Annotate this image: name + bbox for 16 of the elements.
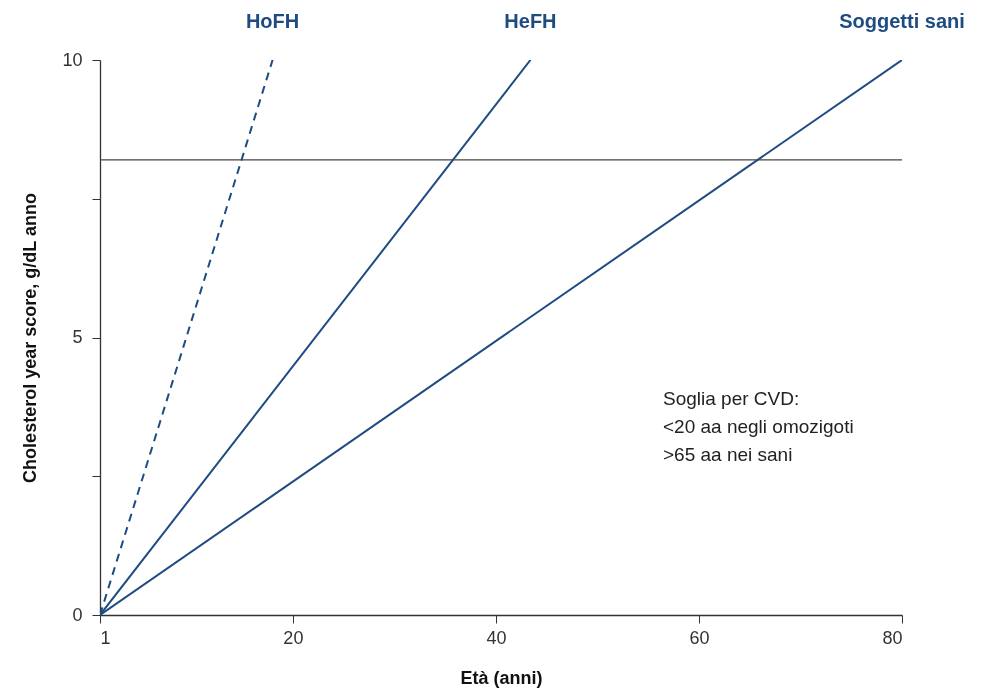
- y-axis-title: Cholesterol year score, g/dL anno: [20, 193, 41, 483]
- x-tick-label: 60: [689, 627, 710, 648]
- x-tick-label: 1: [100, 627, 111, 648]
- x-tick-label: 40: [486, 627, 507, 648]
- x-axis-title: Età (anni): [460, 667, 543, 688]
- annotation: <20 aa negli omozigoti: [663, 416, 854, 437]
- series-label: HoFH: [245, 10, 300, 32]
- series-label: Soggetti sani: [839, 10, 965, 32]
- y-tick-label: 5: [72, 327, 83, 347]
- annotation: >65 aa nei sani: [663, 444, 793, 465]
- x-tick-label: 20: [283, 627, 304, 648]
- series-label: HeFH: [504, 10, 557, 32]
- x-tick-label: 80: [882, 627, 903, 648]
- y-tick-label: 0: [72, 604, 83, 625]
- annotation: Soglia per CVD:: [663, 388, 800, 409]
- y-tick-label: 10: [62, 49, 83, 70]
